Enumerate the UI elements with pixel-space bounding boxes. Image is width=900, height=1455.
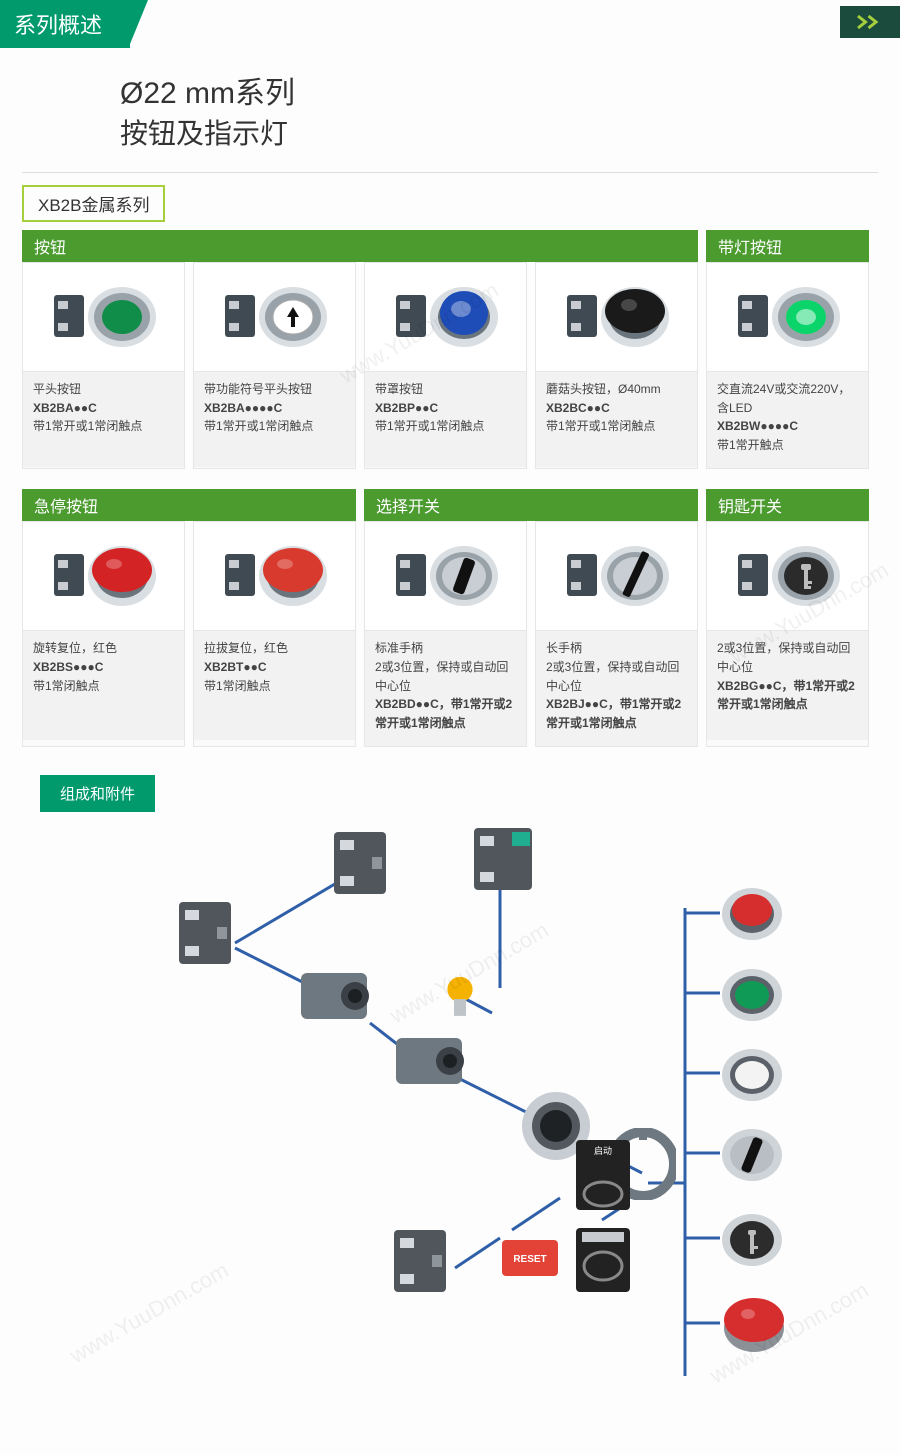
product-card-flat-button-symbol[interactable]: 带功能符号平头按钮XB2BA●●●●C带1常开或1常闭触点	[193, 262, 356, 469]
diagram-node-contact-block-2	[330, 828, 390, 903]
diagram-node-legend-start: 启动	[574, 1138, 632, 1217]
section-header: 选择开关	[364, 489, 698, 521]
series-badge: XB2B金属系列	[22, 185, 165, 222]
page-title-line1: Ø22 mm系列	[120, 68, 900, 112]
product-card-selector-long[interactable]: 长手柄2或3位置，保持或自动回中心位XB2BJ●●C，带1常开或2常开或1常闭触…	[535, 521, 698, 747]
product-image	[23, 263, 184, 371]
product-description: 长手柄2或3位置，保持或自动回中心位XB2BJ●●C，带1常开或2常开或1常闭触…	[536, 630, 697, 746]
product-description: 蘑菇头按钮，Ø40mmXB2BC●●C带1常开或1常闭触点	[536, 371, 697, 467]
product-card-illuminated-button[interactable]: 交直流24V或交流220V，含LEDXB2BW●●●●C带1常开触点	[706, 262, 869, 469]
section-header: 钥匙开关	[706, 489, 869, 521]
section-header: 急停按钮	[22, 489, 356, 521]
product-row-2: 急停按钮选择开关钥匙开关 旋转复位，红色XB2BS●●●C带1常闭触点 拉拔复位…	[22, 489, 878, 747]
product-image	[23, 522, 184, 630]
product-image	[194, 522, 355, 630]
page-title-line2: 按钮及指示灯	[120, 112, 900, 152]
product-description: 旋转复位，红色XB2BS●●●C带1常闭触点	[23, 630, 184, 740]
diagram-node-bulb	[445, 976, 475, 1023]
product-card-flat-button-green[interactable]: 平头按钮XB2BA●●C带1常开或1常闭触点	[22, 262, 185, 469]
diagram-node-contact-block-4	[390, 1226, 450, 1301]
product-image	[707, 263, 868, 371]
diagram-node-head-estop	[720, 1290, 784, 1359]
product-card-key-switch[interactable]: 2或3位置，保持或自动回中心位XB2BG●●C，带1常开或2常开或1常闭触点	[706, 521, 869, 747]
accessories-label: 组成和附件	[40, 775, 155, 812]
product-description: 带罩按钮XB2BP●●C带1常开或1常闭触点	[365, 371, 526, 467]
product-description: 拉拔复位，红色XB2BT●●C带1常闭触点	[194, 630, 355, 740]
diagram-node-head-white	[720, 1043, 784, 1112]
double-chevron-right-icon	[855, 13, 885, 31]
section-header: 带灯按钮	[706, 230, 869, 262]
diagram-node-head-selector	[720, 1123, 784, 1192]
diagram-node-mount-collar-1	[295, 963, 373, 1034]
product-description: 平头按钮XB2BA●●C带1常开或1常闭触点	[23, 371, 184, 467]
product-image	[536, 522, 697, 630]
product-card-mushroom-button[interactable]: 蘑菇头按钮，Ø40mmXB2BC●●C带1常开或1常闭触点	[535, 262, 698, 469]
diagram-node-legend-black	[574, 1226, 632, 1299]
product-description: 带功能符号平头按钮XB2BA●●●●C带1常开或1常闭触点	[194, 371, 355, 467]
product-image	[365, 522, 526, 630]
product-image	[194, 263, 355, 371]
svg-text:启动: 启动	[594, 1145, 612, 1156]
accessories-diagram: RESET 启动	[20, 818, 880, 1418]
diagram-node-contact-block-3	[470, 824, 536, 899]
svg-text:RESET: RESET	[513, 1254, 546, 1265]
product-image	[536, 263, 697, 371]
product-card-booted-button[interactable]: 带罩按钮XB2BP●●C带1常开或1常闭触点	[364, 262, 527, 469]
product-card-estop-pull[interactable]: 拉拔复位，红色XB2BT●●C带1常闭触点	[193, 521, 356, 747]
product-row-1: 按钮带灯按钮 平头按钮XB2BA●●C带1常开或1常闭触点 带功能符号平头按钮X…	[22, 230, 878, 469]
diagram-node-legend-red: RESET	[500, 1238, 560, 1283]
product-image	[707, 522, 868, 630]
product-description: 交直流24V或交流220V，含LEDXB2BW●●●●C带1常开触点	[707, 371, 868, 468]
diagram-node-contact-block-1	[175, 898, 235, 973]
product-description: 标准手柄2或3位置，保持或自动回中心位XB2BD●●C，带1常开或2常开或1常闭…	[365, 630, 526, 746]
product-card-estop-turn[interactable]: 旋转复位，红色XB2BS●●●C带1常闭触点	[22, 521, 185, 747]
diagram-node-head-red	[720, 880, 784, 949]
next-page-button[interactable]	[840, 6, 900, 38]
product-card-selector-std[interactable]: 标准手柄2或3位置，保持或自动回中心位XB2BD●●C，带1常开或2常开或1常闭…	[364, 521, 527, 747]
diagram-node-mount-collar-2	[390, 1028, 468, 1099]
page-section-tab: 系列概述	[0, 0, 130, 48]
diagram-node-head-green	[720, 963, 784, 1032]
product-description: 2或3位置，保持或自动回中心位XB2BG●●C，带1常开或2常开或1常闭触点	[707, 630, 868, 740]
diagram-node-head-key	[720, 1208, 784, 1277]
product-image	[365, 263, 526, 371]
section-header: 按钮	[22, 230, 698, 262]
